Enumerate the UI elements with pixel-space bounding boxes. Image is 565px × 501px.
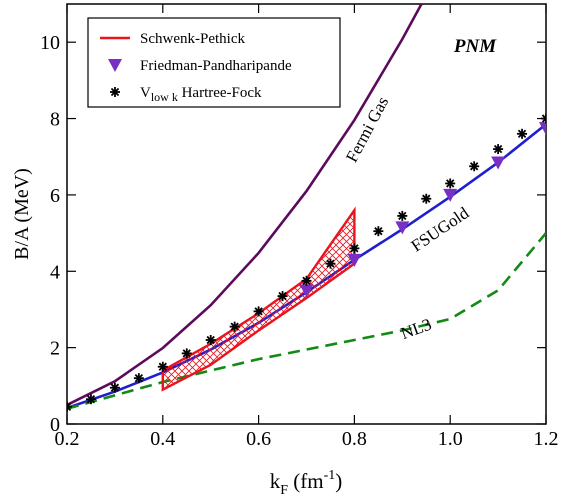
star-stroke bbox=[469, 162, 479, 171]
x-label-sup: -1 bbox=[324, 468, 336, 483]
legend-name-sub: low k bbox=[151, 90, 178, 104]
star-marker bbox=[469, 161, 480, 172]
star-stroke bbox=[134, 374, 144, 383]
legend-swatch bbox=[110, 87, 120, 97]
triangle-marker bbox=[347, 253, 362, 267]
star-marker bbox=[421, 193, 432, 204]
triangle-marker bbox=[539, 122, 546, 136]
x-tick-label: 0.8 bbox=[342, 428, 367, 450]
star-stroke bbox=[493, 144, 503, 154]
star-marker bbox=[397, 210, 408, 221]
star-stroke bbox=[67, 405, 72, 411]
star-marker bbox=[229, 321, 240, 332]
star-stroke bbox=[398, 211, 407, 221]
panel-label: PNM bbox=[453, 36, 497, 57]
star-marker bbox=[133, 373, 144, 384]
x-label-rest: (fm bbox=[288, 469, 324, 493]
curve-label: NL3 bbox=[398, 315, 434, 344]
star-marker bbox=[517, 128, 528, 139]
legend-label: Vlow k Hartree-Fock bbox=[140, 85, 262, 104]
star-stroke bbox=[86, 395, 96, 404]
star-stroke bbox=[541, 117, 546, 123]
star-marker bbox=[205, 335, 216, 345]
star-stroke bbox=[182, 349, 191, 358]
y-tick-label: 10 bbox=[40, 32, 60, 54]
x-label-main: k bbox=[270, 469, 281, 493]
x-tick-label: 1.2 bbox=[534, 428, 559, 450]
curve bbox=[67, 232, 546, 410]
star-marker bbox=[157, 361, 168, 372]
star-stroke bbox=[422, 194, 431, 203]
star-marker bbox=[493, 144, 504, 155]
plot-frame bbox=[66, 3, 547, 425]
star-marker bbox=[67, 401, 72, 412]
star-marker bbox=[373, 226, 384, 237]
star-marker bbox=[109, 382, 120, 393]
x-axis-label: kF (fm-1) bbox=[270, 468, 343, 498]
curve-label: FSUGold bbox=[408, 203, 473, 255]
star-stroke bbox=[517, 129, 527, 138]
triangle-marker bbox=[443, 188, 458, 202]
legend-box bbox=[87, 17, 341, 108]
star-stroke bbox=[374, 227, 383, 236]
y-tick-label: 8 bbox=[50, 109, 60, 131]
legend-name: V bbox=[140, 85, 151, 101]
star-marker bbox=[325, 258, 336, 269]
legend-label: Friedman-Pandharipande bbox=[140, 58, 292, 74]
star-marker bbox=[349, 243, 360, 254]
star-stroke bbox=[541, 114, 546, 120]
star-marker bbox=[277, 291, 288, 302]
band bbox=[161, 206, 356, 392]
y-axis-label: B/A (MeV) bbox=[11, 168, 33, 260]
star-marker bbox=[445, 178, 456, 189]
y-tick-label: 6 bbox=[50, 185, 60, 207]
legend-name: Friedman-Pandharipande bbox=[140, 58, 292, 74]
triangle-marker bbox=[491, 156, 506, 170]
x-tick-label: 0.6 bbox=[246, 428, 271, 450]
x-tick-label: 0.2 bbox=[55, 428, 80, 450]
x-label-end: ) bbox=[335, 469, 342, 493]
legend-name-rest: Hartree-Fock bbox=[178, 85, 262, 101]
star-stroke bbox=[254, 307, 263, 316]
y-tick-label: 2 bbox=[50, 338, 60, 360]
star-stroke bbox=[302, 276, 311, 285]
y-tick-label: 4 bbox=[50, 261, 60, 283]
star-stroke bbox=[350, 244, 359, 253]
star-marker bbox=[253, 306, 264, 317]
star-marker bbox=[181, 348, 192, 359]
x-tick-label: 0.4 bbox=[150, 428, 175, 450]
x-tick-label: 1.0 bbox=[438, 428, 463, 450]
x-label-sub: F bbox=[280, 483, 288, 498]
triangle-marker bbox=[395, 221, 410, 235]
star-stroke bbox=[230, 322, 239, 331]
star-stroke bbox=[326, 259, 335, 268]
star-stroke bbox=[67, 402, 72, 409]
star-marker bbox=[85, 394, 96, 405]
legend-label: Schwenk-Pethick bbox=[140, 31, 245, 47]
star-stroke bbox=[206, 335, 215, 345]
legend-swatch bbox=[108, 59, 122, 72]
star-stroke bbox=[446, 179, 455, 188]
triangle-marker bbox=[299, 284, 314, 298]
plot-layer bbox=[67, 4, 546, 412]
star-stroke bbox=[158, 362, 167, 371]
star-marker bbox=[301, 275, 312, 286]
y-tick-label: 0 bbox=[50, 414, 60, 436]
star-stroke bbox=[110, 87, 120, 97]
star-stroke bbox=[278, 291, 287, 301]
curve bbox=[67, 4, 423, 407]
star-stroke bbox=[110, 383, 120, 392]
legend-name: Schwenk-Pethick bbox=[140, 31, 245, 47]
